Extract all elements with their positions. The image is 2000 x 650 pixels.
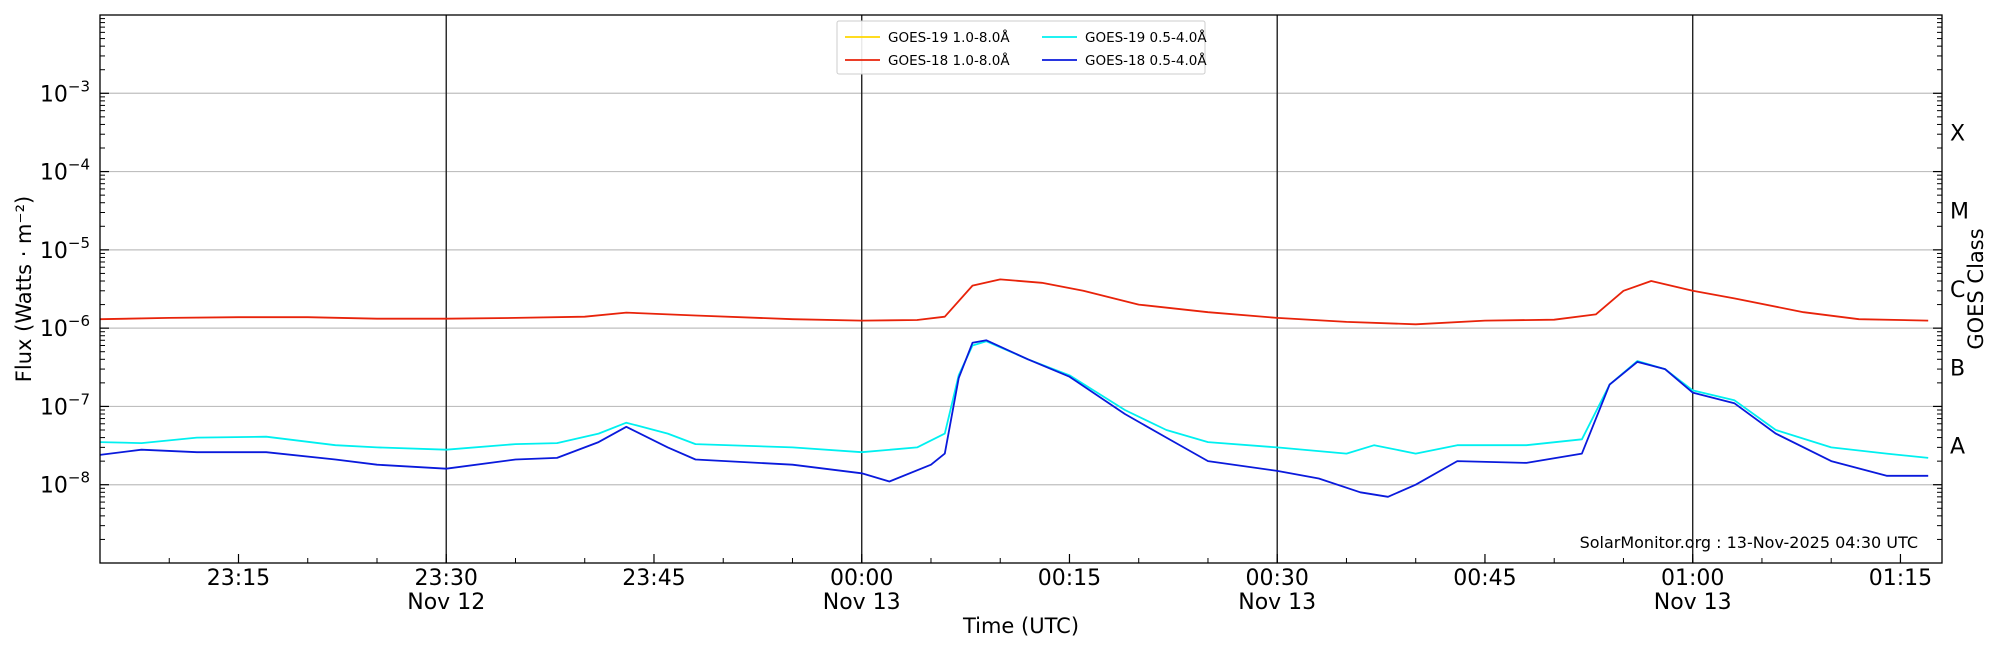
x-tick-label: 00:30 (1246, 566, 1309, 591)
goes-class-label: B (1950, 356, 1965, 381)
legend-label: GOES-18 1.0-8.0Å (888, 52, 1010, 69)
x-tick-label: 00:45 (1453, 566, 1516, 591)
x-tick-label: 01:00 (1661, 566, 1724, 591)
x-tick-label: 00:15 (1038, 566, 1101, 591)
x-tick-label: 23:30 (415, 566, 478, 591)
x-tick-label: 01:15 (1869, 566, 1932, 591)
y-tick-label: 10−5 (40, 234, 90, 264)
x-tick-label: 23:45 (622, 566, 685, 591)
x-tick-date-label: Nov 12 (407, 590, 485, 615)
legend-label: GOES-19 1.0-8.0Å (888, 29, 1010, 46)
legend: GOES-19 1.0-8.0Å GOES-18 1.0-8.0Å GOES-19 … (836, 20, 1207, 75)
series-line (99, 278, 1929, 326)
y-tick-label: 10−3 (40, 77, 90, 107)
x-tick-label: 23:15 (207, 566, 270, 591)
y-tick-label: 10−6 (40, 312, 90, 342)
y-tick-label: 10−7 (40, 390, 90, 420)
flux-series (99, 278, 1929, 498)
y-tick-label: 10−4 (40, 156, 90, 186)
x-tick-label: 00:00 (830, 566, 893, 591)
grid-lines (100, 92, 1942, 486)
axis-ticks (99, 18, 1942, 563)
y-axis-title: Flux (Watts · m⁻²) (12, 196, 36, 382)
x-tick-date-label: Nov 13 (823, 590, 901, 615)
goes-class-label: M (1950, 200, 1969, 225)
legend-label: GOES-18 0.5-4.0Å (1085, 52, 1207, 69)
watermark: SolarMonitor.org : 13-Nov-2025 04:30 UTC (1580, 533, 1918, 552)
goes-class-label: X (1950, 121, 1965, 146)
x-tick-date-label: Nov 13 (1238, 590, 1316, 615)
goes-class-label: C (1950, 278, 1965, 303)
legend-box (836, 20, 1206, 75)
x-axis-title: Time (UTC) (962, 614, 1079, 638)
plot-frame (99, 14, 1943, 564)
series-line (99, 339, 1929, 498)
y-tick-label: 10−8 (40, 469, 90, 499)
right-axis-title: GOES Class (1964, 228, 1988, 349)
x-tick-date-label: Nov 13 (1654, 590, 1732, 615)
goes-class-label: A (1950, 435, 1965, 460)
legend-label: GOES-19 0.5-4.0Å (1085, 29, 1207, 46)
series-line (99, 340, 1929, 459)
y-tick-labels: 10−8 10−7 10−6 10−5 10−4 10−3 (40, 77, 90, 498)
goes-class-labels: A B C M X (1950, 121, 1969, 459)
